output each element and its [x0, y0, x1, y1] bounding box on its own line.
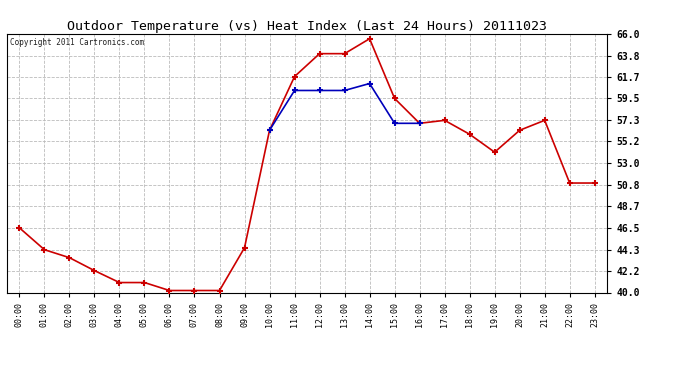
Title: Outdoor Temperature (vs) Heat Index (Last 24 Hours) 20111023: Outdoor Temperature (vs) Heat Index (Las…	[67, 20, 547, 33]
Text: Copyright 2011 Cartronics.com: Copyright 2011 Cartronics.com	[10, 38, 144, 46]
